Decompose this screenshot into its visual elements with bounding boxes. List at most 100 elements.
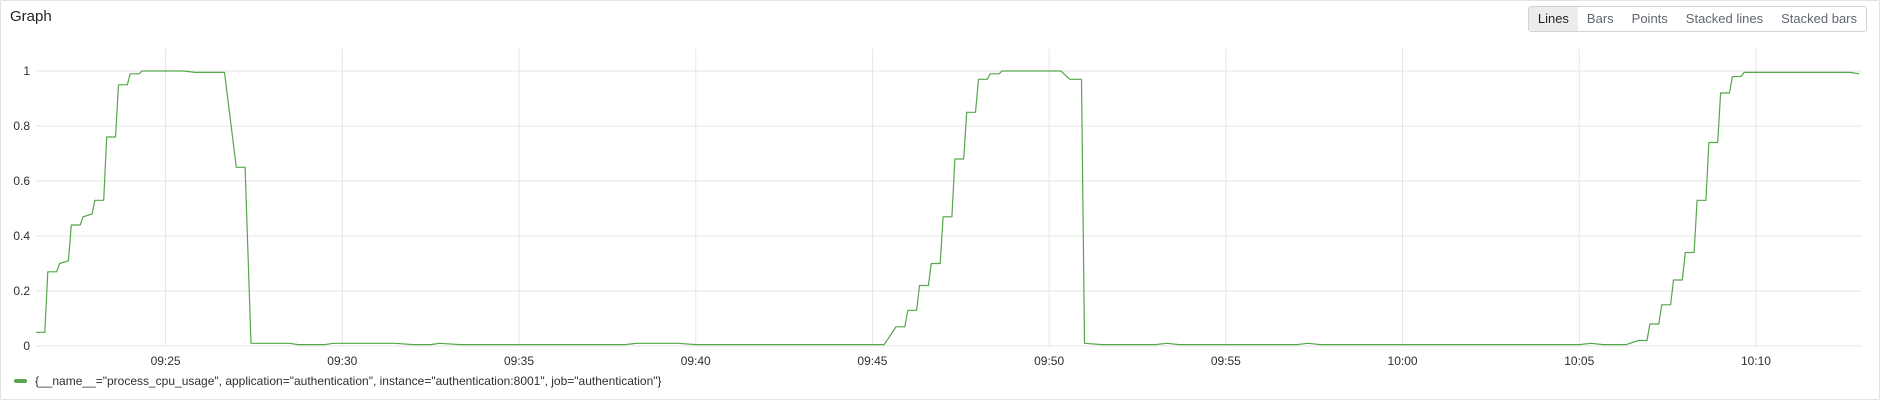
data-point: [80, 224, 81, 225]
data-point: [1178, 344, 1179, 345]
y-axis-ticks: 0 0.2 0.4 0.6 0.8 1: [13, 64, 30, 353]
data-point: [1646, 340, 1647, 341]
data-point: [106, 136, 107, 137]
data-point: [636, 343, 637, 344]
data-point: [1720, 92, 1721, 93]
data-point: [1308, 343, 1309, 344]
data-point: [624, 344, 625, 345]
data-point: [978, 79, 979, 80]
data-point: [928, 285, 929, 286]
data-point: [951, 216, 952, 217]
data-point: [68, 260, 69, 261]
data-point: [130, 73, 131, 74]
data-point: [1649, 323, 1650, 324]
x-tick-label: 10:00: [1388, 354, 1418, 368]
data-point: [183, 70, 184, 71]
data-point: [907, 310, 908, 311]
data-point: [324, 344, 325, 345]
series-line: [36, 71, 1859, 345]
data-point: [1741, 76, 1742, 77]
data-point: [71, 224, 72, 225]
grid: [36, 49, 1862, 346]
data-point: [677, 343, 678, 344]
x-tick-label: 09:45: [857, 354, 887, 368]
data-point: [1102, 344, 1103, 345]
data-point: [298, 344, 299, 345]
data-point: [904, 326, 905, 327]
x-tick-label: 10:05: [1564, 354, 1594, 368]
data-point: [1602, 344, 1603, 345]
data-point: [1661, 304, 1662, 305]
y-tick-label: 0.8: [13, 119, 30, 133]
data-point: [943, 216, 944, 217]
data-point: [35, 332, 36, 333]
data-point: [1732, 76, 1733, 77]
y-tick-label: 0.6: [13, 174, 30, 188]
data-point: [94, 200, 95, 201]
data-point: [695, 344, 696, 345]
data-point: [1320, 344, 1321, 345]
data-point: [895, 326, 896, 327]
data-point: [1673, 279, 1674, 280]
data-point: [245, 167, 246, 168]
x-tick-label: 09:50: [1034, 354, 1064, 368]
x-tick-label: 09:55: [1211, 354, 1241, 368]
data-point: [333, 343, 334, 344]
data-point: [115, 136, 116, 137]
data-point: [59, 263, 60, 264]
legend[interactable]: {__name__="process_cpu_usage", applicati…: [14, 374, 662, 388]
data-point: [987, 79, 988, 80]
y-tick-label: 0.4: [13, 229, 30, 243]
data-point: [1001, 70, 1002, 71]
data-point: [1081, 79, 1082, 80]
data-point: [954, 158, 955, 159]
data-point: [884, 344, 885, 345]
data-point: [999, 73, 1000, 74]
data-point: [1166, 343, 1167, 344]
x-tick-label: 09:30: [327, 354, 357, 368]
legend-swatch: [14, 379, 27, 383]
data-point: [931, 263, 932, 264]
data-point: [56, 271, 57, 272]
data-point: [430, 344, 431, 345]
data-point: [83, 216, 84, 217]
data-point: [966, 112, 967, 113]
data-point: [1626, 344, 1627, 345]
data-point: [236, 167, 237, 168]
x-tick-label: 09:25: [151, 354, 181, 368]
x-tick-label: 09:35: [504, 354, 534, 368]
data-point: [1060, 70, 1061, 71]
data-point: [439, 343, 440, 344]
y-tick-label: 0.2: [13, 284, 30, 298]
data-point: [1069, 79, 1070, 80]
data-point: [1638, 340, 1639, 341]
data-point: [289, 343, 290, 344]
data-point: [139, 73, 140, 74]
data-point: [1682, 279, 1683, 280]
data-point: [1697, 200, 1698, 201]
data-point: [975, 112, 976, 113]
x-tick-label: 09:40: [681, 354, 711, 368]
data-point: [919, 285, 920, 286]
data-point: [1670, 304, 1671, 305]
data-point: [194, 72, 195, 73]
data-point: [1705, 200, 1706, 201]
data-point: [141, 70, 142, 71]
data-point: [1729, 92, 1730, 93]
data-point: [460, 344, 461, 345]
data-point: [990, 73, 991, 74]
data-point: [1296, 344, 1297, 345]
data-point: [118, 84, 119, 85]
data-point: [1658, 323, 1659, 324]
data-point: [1579, 344, 1580, 345]
data-point: [940, 263, 941, 264]
data-point: [127, 84, 128, 85]
data-point: [1744, 72, 1745, 73]
data-point: [224, 72, 225, 73]
data-point: [1694, 252, 1695, 253]
legend-label: {__name__="process_cpu_usage", applicati…: [35, 374, 662, 388]
data-point: [47, 271, 48, 272]
series-layer: [35, 70, 1859, 345]
y-tick-label: 1: [23, 64, 30, 78]
